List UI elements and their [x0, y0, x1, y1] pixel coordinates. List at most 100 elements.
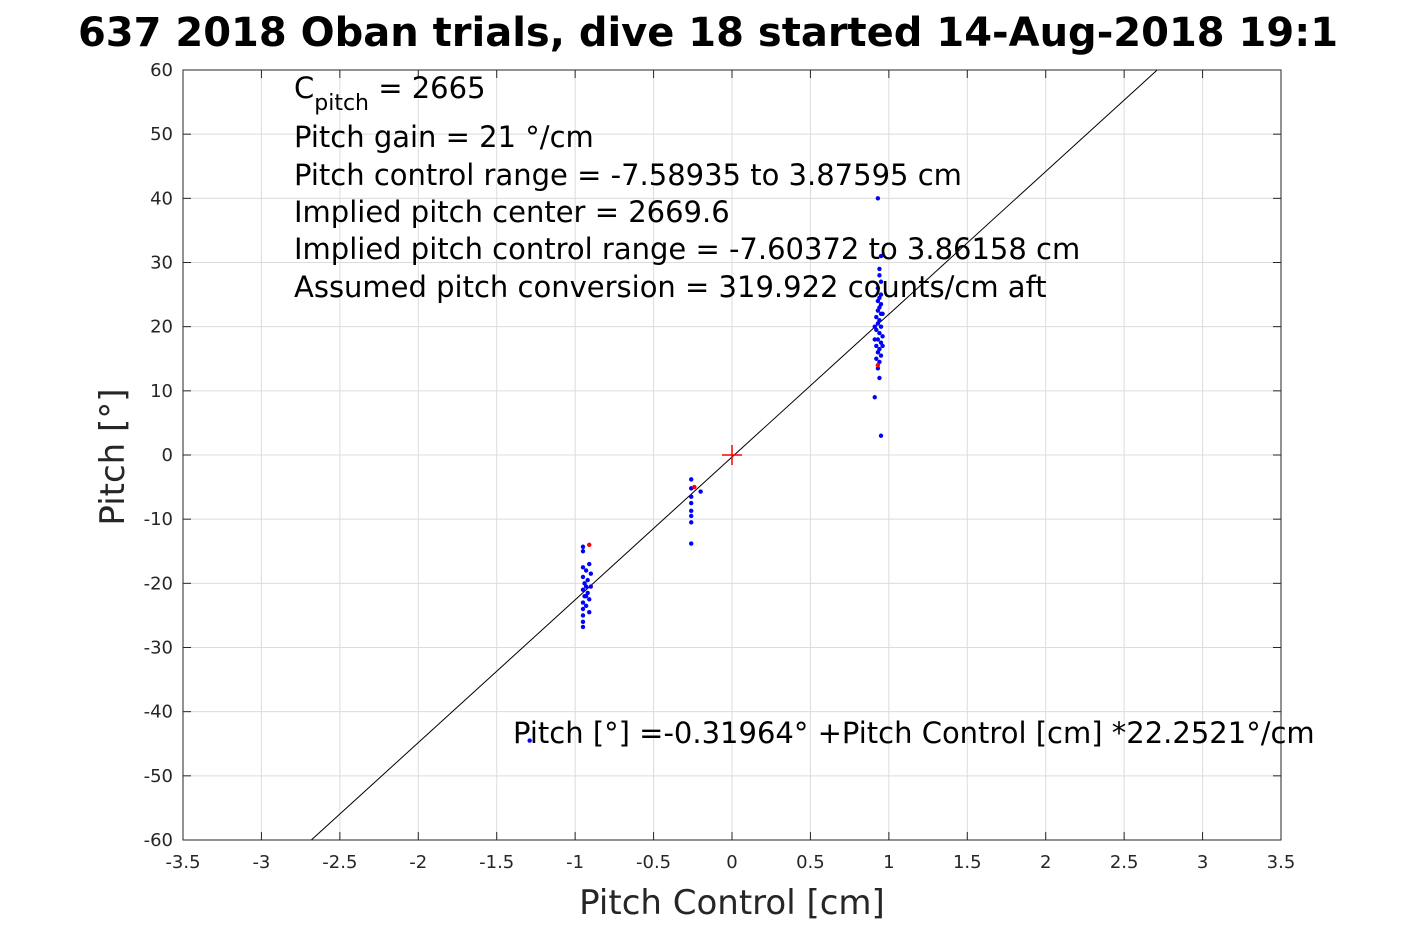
data-point — [874, 356, 879, 361]
data-point — [875, 366, 881, 371]
c-pitch-sub: pitch — [314, 91, 369, 116]
x-tick-label: -2 — [409, 852, 427, 873]
data-point — [880, 334, 885, 339]
data-point — [583, 603, 589, 608]
data-point — [580, 574, 586, 580]
points-layer — [527, 196, 885, 743]
data-point — [580, 606, 586, 612]
data-point — [689, 477, 694, 482]
x-tick-label: 0.5 — [796, 852, 825, 873]
data-point — [877, 266, 882, 272]
data-point — [872, 395, 877, 400]
y-ticks: -60 -50 -40 -30 -20 -10 0 10 20 30 40 50 60 — [144, 60, 1281, 851]
y-tick-label: -30 — [144, 638, 173, 659]
data-point — [874, 314, 879, 320]
x-tick-label: 2 — [1040, 852, 1051, 873]
data-point — [877, 375, 882, 381]
data-point — [878, 433, 884, 438]
data-point — [587, 542, 592, 548]
x-tick-label: 1.5 — [953, 852, 982, 873]
y-tick-label: -60 — [144, 830, 173, 851]
center-marker-layer — [722, 445, 742, 465]
data-point — [580, 600, 586, 605]
data-point — [588, 584, 594, 589]
data-point — [689, 494, 694, 499]
data-point — [689, 508, 694, 514]
x-tick-label: -0.5 — [636, 852, 671, 873]
chart-title: 637 2018 Oban trials, dive 18 started 14… — [78, 10, 1338, 56]
x-tick-label: -1 — [566, 852, 584, 873]
data-point — [878, 353, 884, 358]
data-point — [880, 343, 885, 349]
data-point — [872, 337, 877, 342]
y-tick-label: -50 — [144, 766, 173, 787]
c-pitch-annotation: Cpitch = 2665 — [294, 71, 486, 116]
data-point — [580, 619, 586, 625]
y-tick-label: -20 — [144, 573, 173, 594]
y-tick-label: 10 — [150, 381, 173, 402]
data-point — [587, 610, 592, 615]
data-point — [875, 308, 881, 313]
y-axis-label: Pitch [°] — [93, 388, 133, 525]
data-point — [580, 613, 586, 618]
data-point — [689, 513, 694, 519]
pitch-gain-annotation: Pitch gain = 21 °/cm — [294, 120, 594, 154]
y-tick-label: 0 — [162, 445, 173, 466]
implied-range-annotation: Implied pitch control range = -7.60372 t… — [294, 232, 1080, 266]
data-point — [689, 541, 694, 546]
data-point — [583, 584, 589, 589]
data-point — [585, 577, 590, 583]
data-point — [878, 324, 884, 329]
data-point — [588, 571, 594, 576]
data-point — [874, 343, 879, 349]
x-tick-label: -3.5 — [165, 852, 200, 873]
control-range-annotation: Pitch control range = -7.58935 to 3.8759… — [294, 158, 962, 192]
y-tick-label: 30 — [150, 253, 173, 274]
x-tick-label: 1 — [883, 852, 894, 873]
data-point — [877, 273, 882, 278]
x-tick-label: 0 — [726, 852, 737, 873]
implied-center-annotation: Implied pitch center = 2669.6 — [294, 195, 730, 229]
x-axis-label: Pitch Control [cm] — [579, 883, 885, 923]
data-point — [880, 311, 885, 317]
x-tick-label: 3 — [1197, 852, 1208, 873]
data-point — [689, 500, 694, 506]
data-point — [875, 321, 881, 326]
y-tick-label: 60 — [150, 60, 173, 81]
data-point — [580, 587, 586, 592]
x-tick-label: -2.5 — [322, 852, 357, 873]
c-pitch-base: C — [294, 71, 314, 105]
data-point — [580, 544, 586, 549]
x-tick-label: -3 — [252, 852, 270, 873]
data-point — [875, 196, 881, 201]
data-point — [692, 484, 697, 490]
y-tick-label: 50 — [150, 124, 173, 145]
data-point — [583, 568, 589, 573]
data-point — [587, 561, 592, 567]
data-point — [875, 337, 881, 342]
y-tick-label: 20 — [150, 317, 173, 338]
x-tick-label: -1.5 — [479, 852, 514, 873]
data-point — [580, 624, 586, 630]
data-point — [580, 565, 586, 570]
data-point — [875, 350, 881, 355]
y-tick-label: 40 — [150, 188, 173, 209]
x-tick-label: 3.5 — [1267, 852, 1296, 873]
data-point — [878, 253, 884, 259]
data-point — [878, 279, 884, 284]
data-point — [583, 593, 589, 599]
data-point — [875, 298, 881, 304]
y-tick-label: -40 — [144, 702, 173, 723]
c-pitch-value: = 2665 — [369, 71, 486, 105]
data-point — [875, 285, 881, 291]
data-point — [689, 520, 694, 525]
grid — [182, 69, 1282, 841]
data-point — [698, 489, 703, 494]
data-point — [527, 738, 532, 743]
fit-equation-annotation: Pitch [°] =-0.31964° +Pitch Control [cm]… — [513, 716, 1315, 750]
x-tick-label: 2.5 — [1110, 852, 1139, 873]
data-point — [877, 330, 882, 336]
x-ticks: -3.5 -3 -2.5 -2 -1.5 -1 -0.5 0 0.5 1 1.5 2 2.5 3 3.5 — [165, 70, 1295, 873]
data-point — [580, 549, 586, 554]
